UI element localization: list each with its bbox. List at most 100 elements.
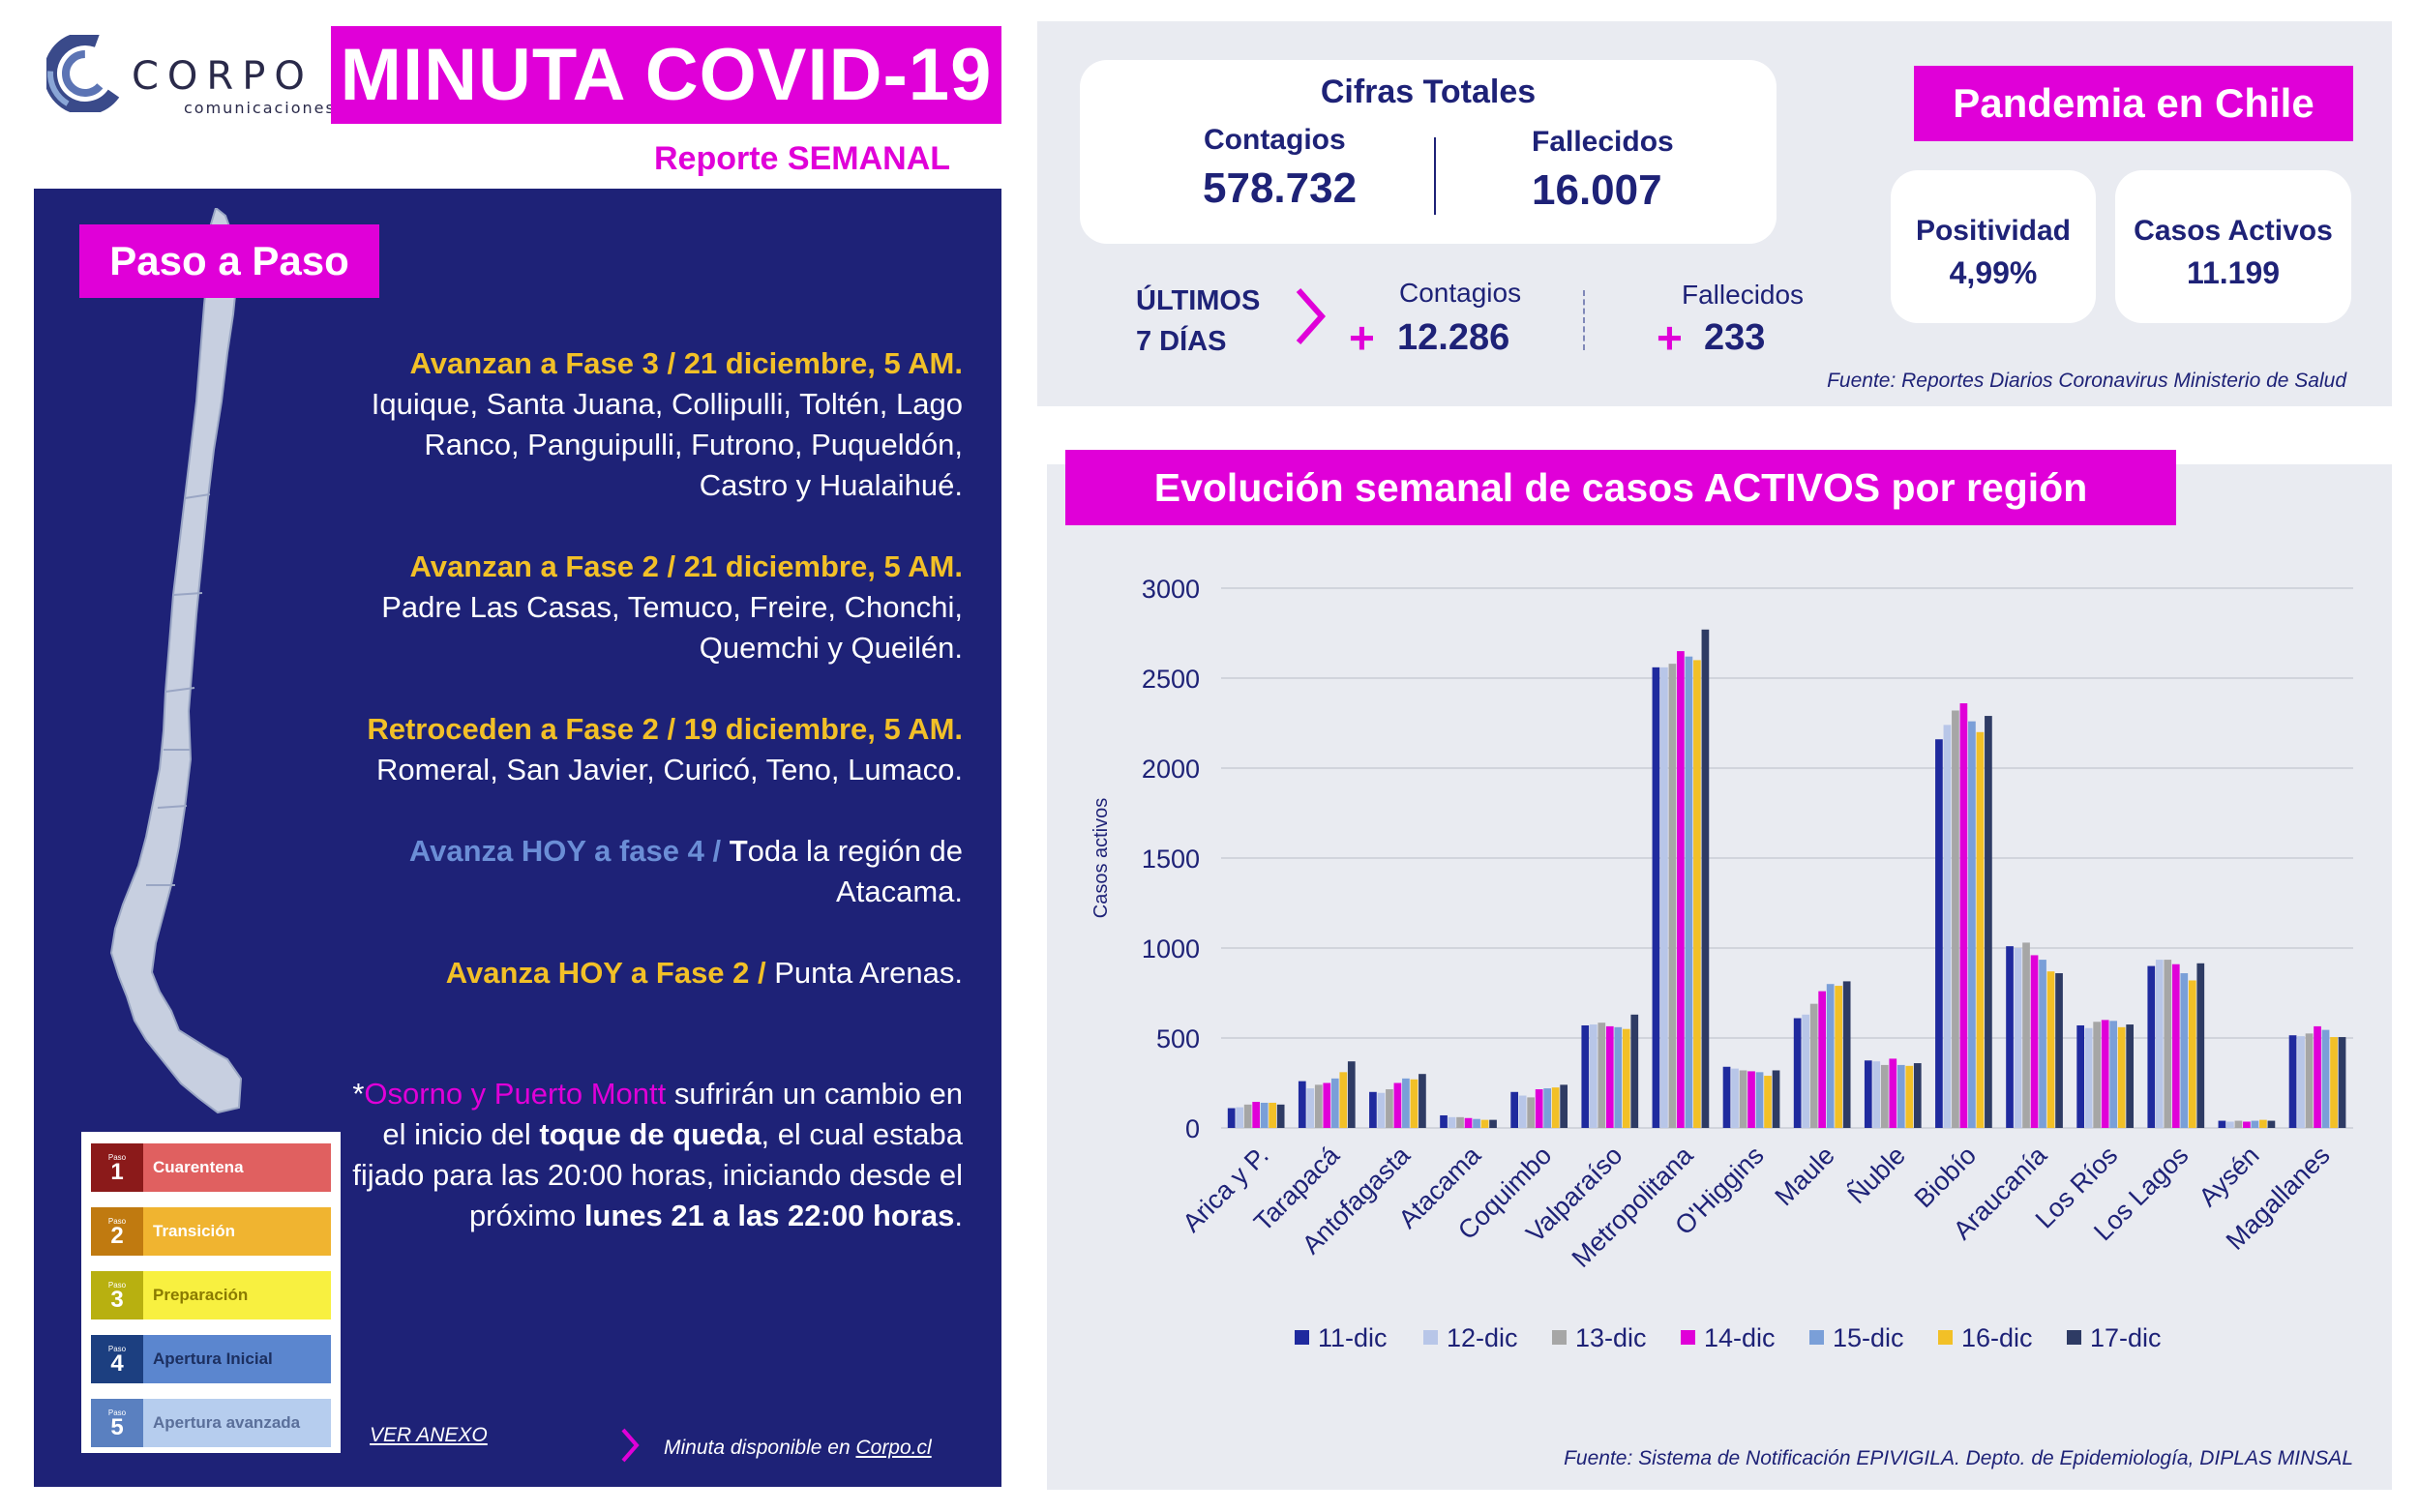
bar — [1677, 651, 1685, 1128]
bar — [1889, 1058, 1897, 1128]
bar — [2180, 973, 2189, 1128]
bar — [1835, 986, 1843, 1128]
total-fallecidos-value: 16.007 — [1532, 166, 1662, 214]
bar — [2126, 1024, 2135, 1128]
phase-legend-item: Paso 5 Apertura avanzada — [91, 1399, 331, 1447]
bar — [1330, 1078, 1339, 1128]
legend-swatch — [1295, 1330, 1309, 1345]
positividad-card — [1891, 170, 2096, 323]
corpo-logo-icon — [46, 35, 124, 112]
bar — [1269, 1102, 1277, 1128]
legend-label: 17-dic — [2090, 1323, 2162, 1352]
phase2-heading: Avanzan a Fase 2 / 21 diciembre, 5 AM. — [409, 549, 963, 583]
week-fallecidos-label: Fallecidos — [1682, 280, 1805, 310]
legend-label: 15-dic — [1833, 1323, 1904, 1352]
bar — [1456, 1116, 1464, 1128]
bar — [2093, 1022, 2102, 1128]
fuente-minsal: Fuente: Reportes Diarios Coronavirus Min… — [1827, 370, 2346, 392]
bar — [1473, 1118, 1480, 1128]
week-contagios-label: Contagios — [1399, 278, 1522, 308]
y-axis-label: Casos activos — [1090, 798, 1112, 919]
bar — [1826, 984, 1835, 1128]
bar — [1243, 1104, 1252, 1128]
paso-a-paso-title: Paso a Paso — [79, 224, 379, 298]
phase-number: Paso 4 — [91, 1335, 143, 1383]
bar — [2171, 964, 2180, 1128]
bar — [2030, 955, 2039, 1128]
bar — [2218, 1120, 2226, 1128]
corpo-logo: CORPO comunicaciones — [46, 35, 337, 122]
bar — [2234, 1120, 2243, 1128]
y-tick-label: 2000 — [1142, 755, 1200, 784]
x-tick-label: Maule — [1770, 1141, 1840, 1211]
bar — [1809, 1003, 1818, 1128]
punta-arenas-heading: Avanza HOY a Fase 2 / — [445, 956, 766, 990]
retroceden-block: Retroceden a Fase 2 / 19 diciembre, 5 AM… — [343, 709, 963, 790]
note-text-3: . — [954, 1199, 963, 1232]
bar — [1722, 1066, 1731, 1128]
legend-swatch — [2067, 1330, 2081, 1345]
legend-label: 13-dic — [1575, 1323, 1647, 1352]
note-toque: toque de queda — [539, 1117, 762, 1151]
note-cities: Osorno y Puerto Montt — [364, 1077, 667, 1111]
note-text-2: , el cual estaba fijado para las 20:00 h… — [352, 1117, 963, 1232]
bar — [1755, 1072, 1764, 1128]
bar — [1943, 725, 1952, 1128]
bar — [2196, 963, 2205, 1128]
bar — [1306, 1088, 1315, 1128]
bar — [1386, 1089, 1393, 1128]
phase-label: Preparación — [143, 1271, 331, 1319]
ver-anexo-link[interactable]: VER ANEXO — [370, 1424, 488, 1446]
week-contagios-value: 12.286 — [1397, 317, 1510, 358]
phase-number: Paso 1 — [91, 1143, 143, 1192]
phase4-initial: T — [729, 834, 748, 868]
bar — [1410, 1079, 1419, 1128]
bar — [2305, 1033, 2314, 1128]
legend-swatch — [1681, 1330, 1695, 1345]
cifras-totales-card — [1080, 60, 1777, 244]
pandemia-title: Pandemia en Chile — [1914, 66, 2353, 141]
bar — [2022, 942, 2030, 1128]
bar — [1393, 1082, 1402, 1128]
plus-icon: + — [1657, 312, 1683, 363]
phase-legend-item: Paso 3 Preparación — [91, 1271, 331, 1319]
bar — [1764, 1076, 1772, 1128]
legend-swatch — [1809, 1330, 1824, 1345]
toque-queda-note: *Osorno y Puerto Montt sufrirán un cambi… — [343, 1074, 963, 1236]
bar — [2147, 965, 2156, 1128]
phase4-block: Avanza HOY a fase 4 / Toda la región de … — [343, 831, 963, 912]
logo-subtext: comunicaciones — [184, 99, 336, 117]
punta-arenas-commune: Punta Arenas. — [774, 956, 963, 990]
bar — [1660, 667, 1668, 1128]
positividad-label: Positividad — [1915, 215, 2072, 247]
bar — [1252, 1102, 1261, 1128]
bar — [1236, 1107, 1244, 1128]
bar — [2076, 1024, 2085, 1128]
chevron-right-icon — [621, 1428, 640, 1463]
phase-small-label: Paso — [107, 1280, 127, 1290]
bar — [2014, 948, 2022, 1128]
note-text-1: sufrirán un cambio en el inicio del — [382, 1077, 963, 1151]
phase2-block: Avanzan a Fase 2 / 21 diciembre, 5 AM. P… — [343, 547, 963, 668]
bar — [1464, 1117, 1473, 1128]
phase-number-value: 1 — [110, 1158, 124, 1185]
bar — [1802, 1014, 1810, 1128]
phase-label: Apertura Inicial — [143, 1335, 331, 1383]
corpo-link[interactable]: Corpo.cl — [855, 1437, 932, 1459]
page-subtitle: Reporte SEMANAL — [654, 140, 951, 177]
bar — [1935, 739, 1943, 1128]
page-title: MINUTA COVID-19 — [331, 26, 1001, 124]
phase-number-value: 4 — [110, 1349, 124, 1377]
bar — [2251, 1120, 2259, 1128]
bar — [2084, 1027, 2093, 1128]
bar — [1347, 1061, 1356, 1128]
bar — [2330, 1037, 2338, 1128]
bar — [1747, 1071, 1755, 1128]
bar — [2006, 946, 2014, 1128]
x-tick-label: Ñuble — [1841, 1140, 1911, 1209]
y-tick-label: 3000 — [1142, 575, 1200, 604]
logo-wordmark: CORPO — [132, 54, 314, 99]
phase-number: Paso 5 — [91, 1399, 143, 1447]
phase-legend: Paso 1 Cuarentena Paso 2 Transición Paso 3 Prepa… — [81, 1132, 341, 1453]
bar — [1731, 1068, 1739, 1128]
